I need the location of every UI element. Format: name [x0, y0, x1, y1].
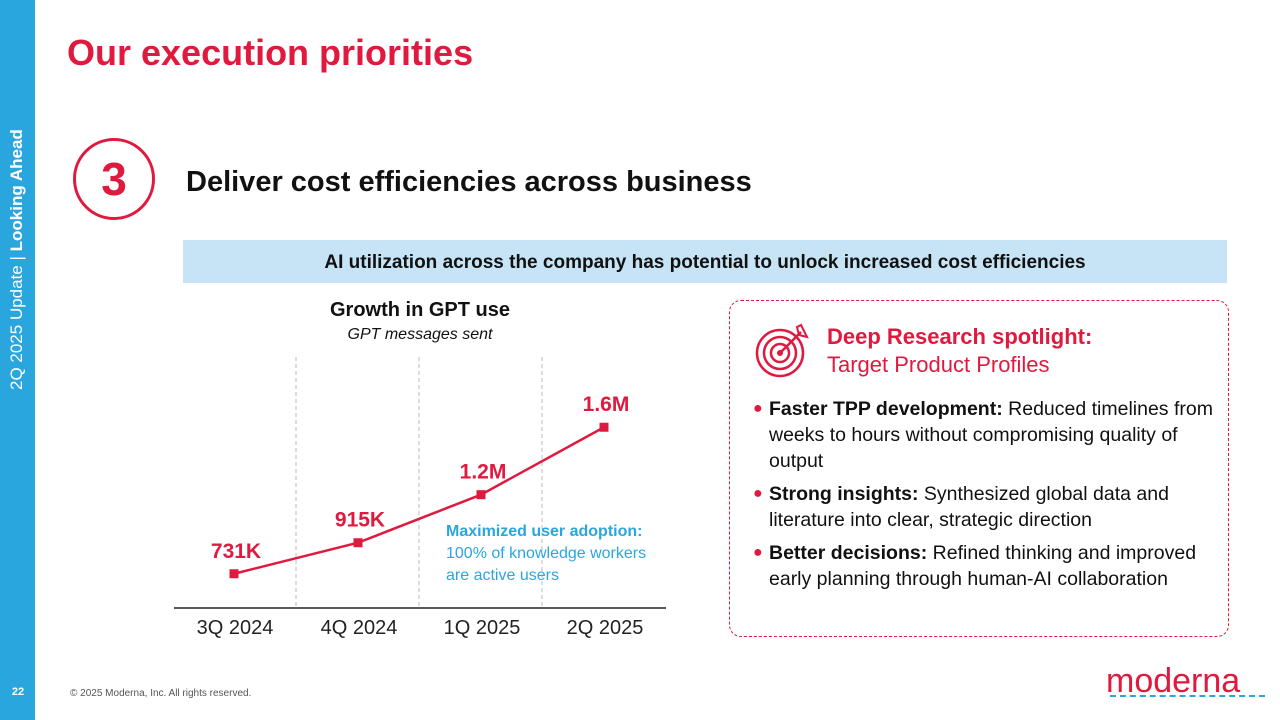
logo-underline [1110, 695, 1265, 697]
chart-point-1q-2025 [476, 490, 486, 500]
chart-tick-label: 1Q 2025 [444, 617, 521, 639]
moderna-logo: moderna [1106, 662, 1241, 700]
priority-title: Deliver cost efficiencies across busines… [186, 166, 752, 198]
chart-tick-label: 3Q 2024 [197, 617, 274, 639]
chart-data-label: 731K [211, 540, 261, 563]
spotlight-subtitle: Target Product Profiles [827, 352, 1050, 377]
chart-title: Growth in GPT use [329, 299, 510, 321]
gpt-growth-chart: 731K 3Q 2024 915K 4Q 2024 1.2M 1Q 2025 1.6M 2Q … [174, 357, 666, 639]
bullet-dot: ● [753, 400, 763, 417]
chart-point-3q-2024 [229, 569, 239, 579]
spotlight-title: Deep Research spotlight: [827, 324, 1093, 349]
target-icon [755, 323, 809, 378]
spotlight-bullets: ● Faster TPP development: Reduced timelin… [753, 396, 1223, 599]
chart-data-label: 915K [335, 509, 385, 532]
list-item: ● Faster TPP development: Reduced timelin… [753, 396, 1223, 474]
bullet-lead: Strong insights: [769, 483, 919, 505]
bullet-dot: ● [753, 544, 763, 561]
chart-tick-label: 4Q 2024 [321, 617, 398, 639]
chart-data-label: 1.2M [460, 461, 507, 484]
spotlight-box [729, 300, 1229, 637]
adoption-heading: Maximized user adoption: [446, 523, 643, 540]
bullet-dot: ● [753, 485, 763, 502]
sidebar: 2Q 2025 Update | Looking Ahead 22 [0, 0, 35, 720]
page-number: 22 [11, 686, 25, 698]
chart-series-line [233, 426, 605, 575]
adoption-line-1: 100% of knowledge workers [446, 545, 647, 562]
chart-subtitle: GPT messages sent [347, 326, 493, 343]
chart-data-label: 1.6M [583, 393, 630, 416]
banner: AI utilization across the company has po… [183, 240, 1227, 283]
bullet-lead: Faster TPP development: [769, 398, 1003, 420]
chart-point-2q-2025 [599, 422, 609, 432]
list-item: ● Strong insights: Synthesized global dat… [753, 481, 1223, 533]
adoption-note: Maximized user adoption: 100% of knowled… [446, 521, 696, 587]
copyright: © 2025 Moderna, Inc. All rights reserved… [70, 688, 252, 699]
chart-point-4q-2024 [353, 538, 363, 548]
adoption-line-2: are active users [446, 567, 559, 584]
bullet-text: Refined thinking and improved early plan… [769, 542, 1197, 590]
bullet-text: Synthesized global data and literature i… [769, 483, 1169, 531]
bullet-lead: Better decisions: [769, 542, 928, 564]
chart-tick-label: 2Q 2025 [567, 617, 644, 639]
bullet-text: Reduced timelines from weeks to hours wi… [769, 398, 1213, 472]
list-item: ● Better decisions: Refined thinking and … [753, 540, 1223, 592]
page-title: Our execution priorities [67, 32, 474, 73]
priority-number-badge: 3 [73, 138, 155, 220]
